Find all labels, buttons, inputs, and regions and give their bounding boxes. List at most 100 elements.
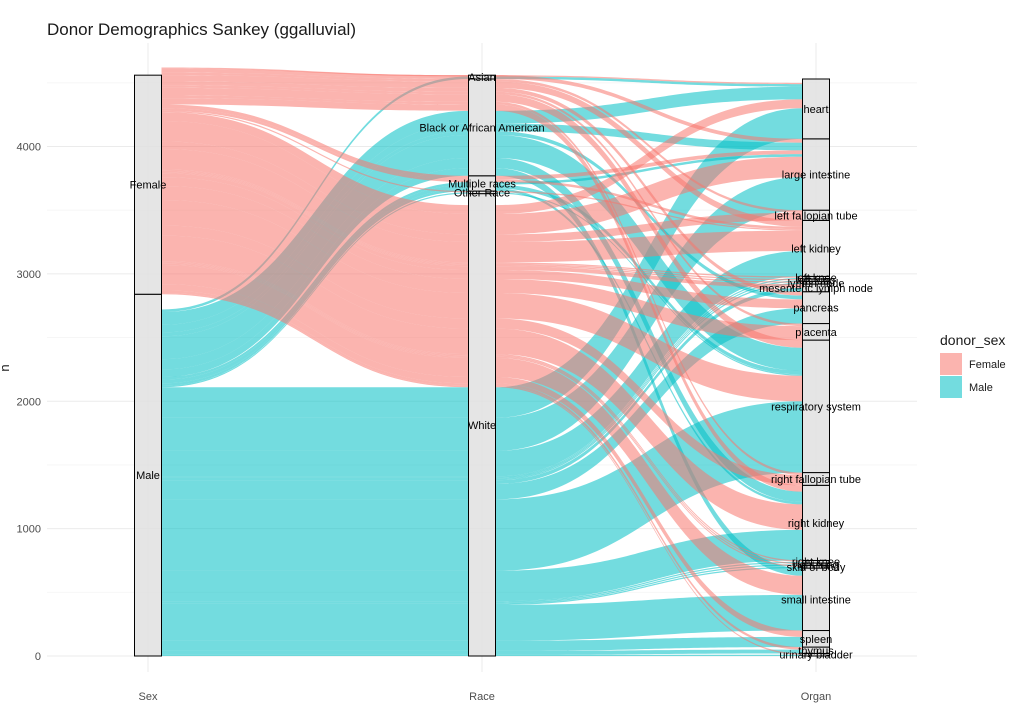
stratum-label: left knee	[795, 273, 837, 285]
stratum-label: Black or African American	[419, 122, 544, 134]
stratum-label: placenta	[795, 327, 837, 339]
stratum-label: left kidney	[791, 243, 841, 255]
alluvium-flow	[495, 192, 803, 376]
alluvium-flow	[495, 354, 803, 562]
stratum-label: Female	[130, 180, 167, 192]
alluvium-flow	[161, 290, 469, 386]
alluvium-flow	[495, 654, 803, 656]
alluvium-flow	[495, 184, 803, 375]
y-tick-label: 2000	[17, 396, 41, 408]
alluvium-flow	[161, 110, 469, 193]
strata	[134, 74, 830, 657]
alluvium-flow	[161, 640, 469, 651]
alluvium-flow	[495, 76, 803, 87]
stratum-box	[802, 138, 830, 211]
stratum-label: pancreas	[793, 303, 839, 315]
legend-label-male: Male	[969, 382, 993, 394]
alluvium-flow	[495, 383, 803, 650]
alluvium-flow	[495, 179, 803, 230]
stratum-label: Asian	[468, 72, 496, 84]
alluvium-flow	[495, 154, 803, 185]
alluvium-flow	[495, 78, 803, 213]
alluvium-flow	[495, 264, 803, 283]
stratum-label: Other Race	[454, 187, 510, 199]
stratum-label: large intestine	[782, 170, 851, 182]
alluvium-flow	[495, 357, 803, 595]
alluvium-flow	[161, 417, 469, 451]
stratum-label: heart	[803, 104, 828, 116]
legend-label-female: Female	[969, 359, 1006, 371]
legend-title: donor_sex	[940, 332, 1005, 348]
alluvium-flow	[495, 191, 803, 231]
y-axis-label: n	[0, 364, 12, 371]
alluvium-flow	[161, 264, 469, 378]
alluvium-flow	[161, 170, 469, 265]
x-tick-label: Organ	[801, 691, 832, 703]
alluvium-flow	[495, 355, 803, 565]
stratum-label: small intestine	[781, 594, 851, 606]
alluvium-flow	[495, 328, 803, 530]
alluvium-flow	[495, 75, 803, 143]
stratum-label: lymph node	[788, 278, 845, 290]
alluvium-flow	[161, 185, 469, 293]
alluvium-flow	[161, 476, 469, 478]
alluvium-flow	[161, 121, 469, 235]
alluvium-flow	[495, 91, 803, 327]
axes: 0 1000 2000 3000 4000 Sex Race Organ	[17, 142, 832, 704]
alluvia	[161, 67, 803, 656]
stratum-label: mesenteric lymph node	[759, 283, 873, 295]
alluvium-flow	[161, 169, 469, 264]
alluvium-flow	[161, 141, 469, 243]
alluvium-flow	[495, 287, 803, 485]
stratum-box	[468, 193, 496, 657]
alluvium-flow	[495, 212, 803, 243]
stratum-label: thymus	[798, 645, 834, 657]
alluvium-flow	[495, 75, 803, 85]
alluvium-flow	[495, 529, 803, 602]
stratum-label: left lung	[797, 275, 836, 287]
alluvium-flow	[495, 168, 803, 576]
alluvium-flow	[161, 478, 469, 481]
alluvium-flow	[495, 278, 803, 341]
alluvium-flow	[161, 477, 469, 479]
stratum-box	[802, 219, 830, 277]
alluvium-flow	[161, 75, 469, 88]
alluvium-flow	[495, 566, 803, 606]
alluvium-flow	[161, 112, 469, 215]
alluvium-flow	[161, 95, 469, 105]
alluvium-flow	[161, 177, 469, 279]
alluvium-flow	[161, 87, 469, 102]
alluvium-flow	[495, 101, 803, 476]
alluvium-flow	[161, 602, 469, 604]
stratum-label: right lung	[793, 559, 838, 571]
alluvium-flow	[161, 171, 469, 267]
alluvium-flow	[161, 225, 469, 329]
alluvium-flow	[495, 262, 803, 278]
alluvium-flow	[495, 649, 803, 655]
alluvium-flow	[495, 292, 803, 402]
alluvium-flow	[161, 261, 469, 356]
alluvium-flow	[495, 356, 803, 567]
legend: donor_sex Female Male	[940, 332, 1006, 398]
alluvium-flow	[495, 561, 803, 603]
alluvium-flow	[495, 150, 803, 180]
alluvium-flow	[495, 318, 803, 486]
alluvium-flow	[161, 570, 469, 602]
x-tick-label: Race	[469, 691, 495, 703]
alluvium-flow	[495, 230, 803, 263]
stratum-box	[802, 291, 830, 325]
alluvium-flow	[161, 81, 469, 92]
stratum-box	[802, 78, 830, 140]
alluvium-flow	[495, 87, 803, 296]
alluvium-flow	[495, 377, 803, 637]
stratum-label: respiratory system	[771, 401, 861, 413]
stratum-label: right kidney	[788, 518, 845, 530]
x-tick-label: Sex	[139, 691, 158, 703]
alluvium-flow	[495, 86, 803, 124]
alluvium-flow	[161, 67, 469, 77]
alluvium-flow	[161, 98, 469, 111]
stratum-box	[468, 74, 496, 80]
alluvium-flow	[161, 387, 469, 418]
alluvium-flow	[161, 149, 469, 263]
